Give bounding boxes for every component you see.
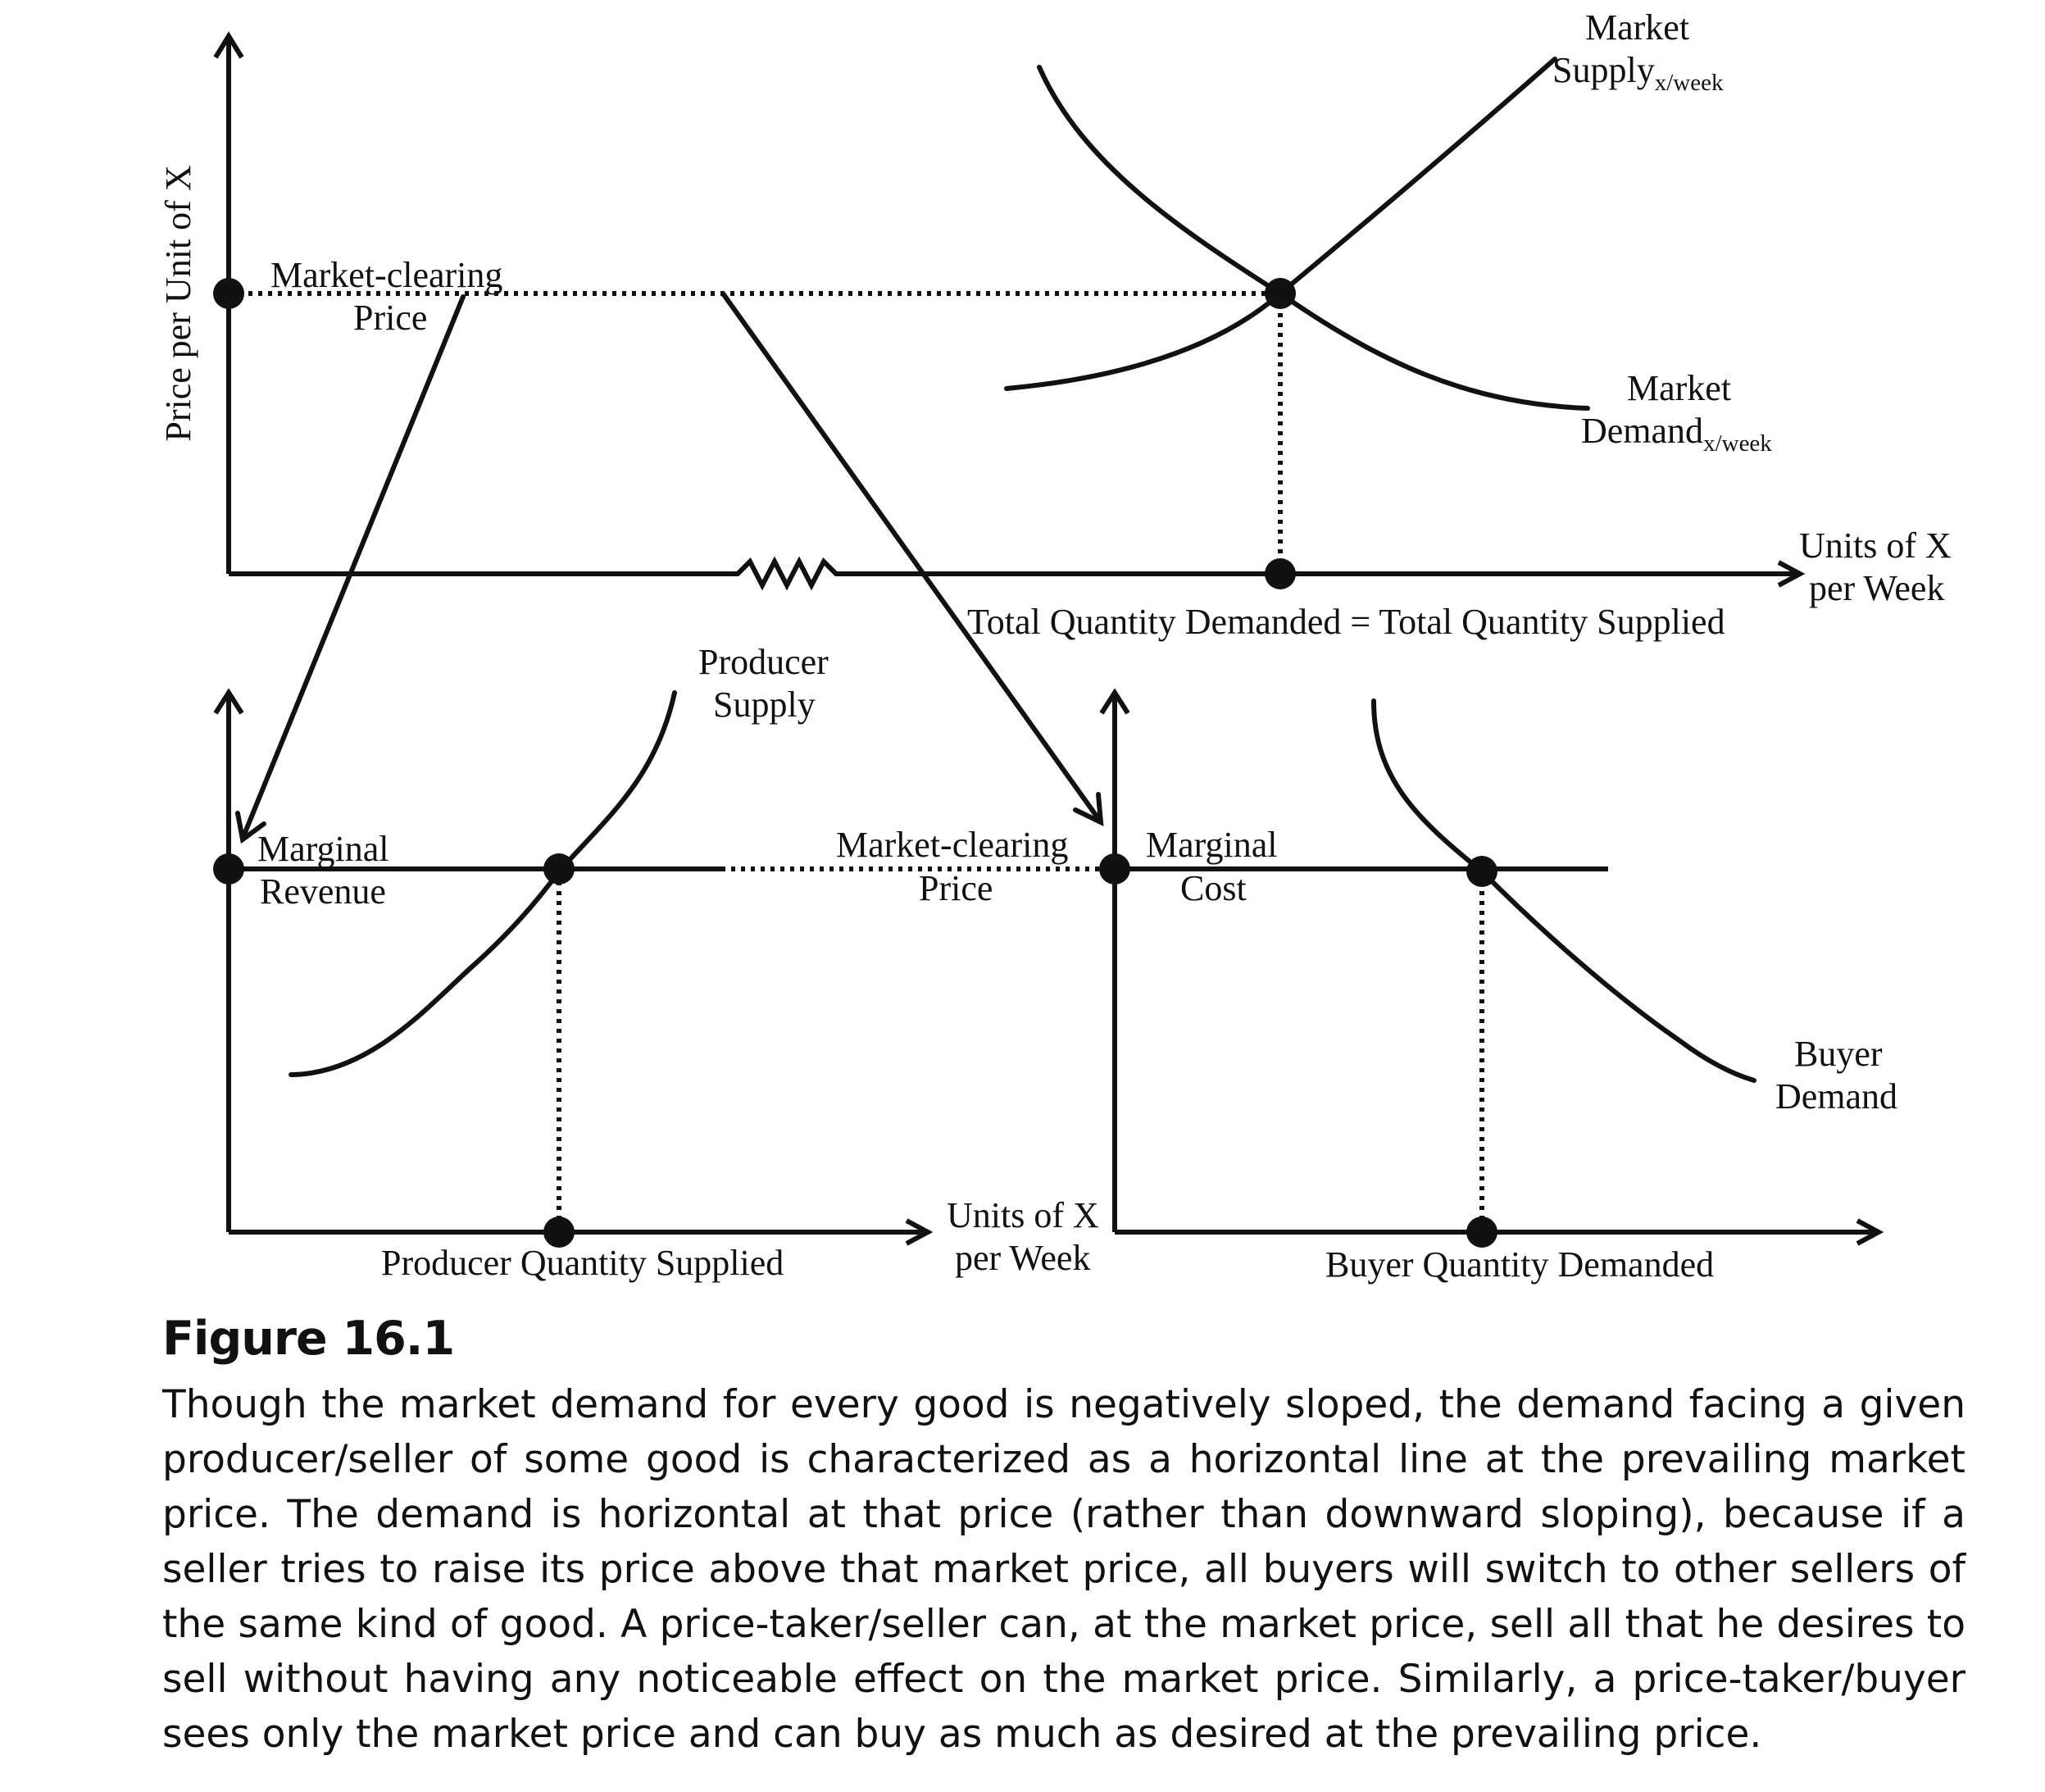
- market-equilibrium-point: [1265, 278, 1296, 309]
- market-y-axis-arrowhead: [213, 31, 244, 59]
- market-diagram: Price per Unit of X Market-clearing Pric…: [158, 7, 1952, 1285]
- arrow-to-marginal-revenue: [242, 294, 466, 837]
- producer-equilibrium-point: [543, 853, 575, 885]
- market-price-label-line1: Market-clearing: [270, 255, 502, 295]
- market-x-axis-label-line2: per Week: [1809, 568, 1944, 608]
- producer-x-axis-arrowhead: [905, 1218, 934, 1246]
- producer-quantity-point: [543, 1217, 575, 1248]
- marginal-cost-label-line2: Cost: [1180, 868, 1247, 908]
- market-demand-curve: [1037, 65, 1590, 411]
- bridge-price-label-line1: Market-clearing: [836, 825, 1068, 865]
- market-x-axis-arrowhead: [1777, 560, 1806, 588]
- figure-number: Figure 16.1: [162, 1312, 455, 1366]
- producer-x-axis-label: Producer Quantity Supplied: [381, 1243, 784, 1283]
- buyer-price-point: [1099, 853, 1130, 885]
- market-x-axis-label-line1: Units of X: [1799, 525, 1952, 566]
- buyer-equilibrium-point: [1466, 856, 1497, 887]
- producer-supply-curve: [289, 690, 677, 1077]
- caption-text: Though the market demand for every good …: [162, 1382, 1965, 1757]
- middle-x-axis-label-line1: Units of X: [947, 1195, 1099, 1235]
- producer-supply-label-line2: Supply: [713, 685, 816, 725]
- buyer-demand-label-line1: Buyer: [1794, 1034, 1883, 1074]
- buyer-demand-label-line2: Demand: [1775, 1076, 1897, 1117]
- buyer-quantity-point: [1466, 1217, 1497, 1248]
- market-price-point: [213, 278, 244, 309]
- bridge-price-label-line2: Price: [919, 868, 993, 908]
- market-y-axis-label: Price per Unit of X: [158, 165, 198, 441]
- marginal-revenue-label-line1: Marginal: [257, 829, 389, 869]
- producer-price-point: [213, 853, 244, 885]
- market-price-label-line2: Price: [353, 298, 427, 338]
- quantity-equality-label: Total Quantity Demanded = Total Quantity…: [967, 602, 1725, 642]
- middle-x-axis-label-line2: per Week: [955, 1238, 1090, 1278]
- market-demand-label-line2: Demandx/week: [1581, 411, 1772, 457]
- market-supply-curve: [1004, 57, 1557, 391]
- buyer-x-axis-arrowhead: [1856, 1218, 1884, 1246]
- marginal-cost-label-line1: Marginal: [1146, 825, 1278, 865]
- arrow-to-marginal-revenue-head: [235, 811, 266, 844]
- arrow-to-marginal-cost: [720, 291, 1102, 822]
- producer-supply-label-line1: Producer: [698, 642, 829, 682]
- total-quantity-point: [1265, 558, 1296, 589]
- market-x-axis: [229, 556, 1795, 591]
- market-supply-label-line1: Market: [1585, 7, 1689, 48]
- marginal-revenue-label-line2: Revenue: [260, 871, 386, 912]
- buyer-panel: Marginal Cost Buyer Demand Buyer Quantit…: [1099, 688, 1897, 1285]
- producer-panel: Producer Supply Marginal Revenue Produce…: [213, 642, 1115, 1283]
- buyer-y-axis-arrowhead: [1099, 688, 1130, 715]
- arrow-to-marginal-cost-head: [1073, 792, 1104, 827]
- producer-y-axis-arrowhead: [213, 688, 244, 715]
- figure-caption: Figure 16.1 Though the market demand for…: [162, 1312, 1965, 1762]
- market-supply-label-line2: Supplyx/week: [1552, 50, 1724, 96]
- market-demand-label-line1: Market: [1627, 368, 1731, 408]
- market-panel: Price per Unit of X Market-clearing Pric…: [158, 7, 1952, 642]
- buyer-demand-curve: [1371, 698, 1756, 1083]
- buyer-x-axis-label: Buyer Quantity Demanded: [1325, 1244, 1714, 1285]
